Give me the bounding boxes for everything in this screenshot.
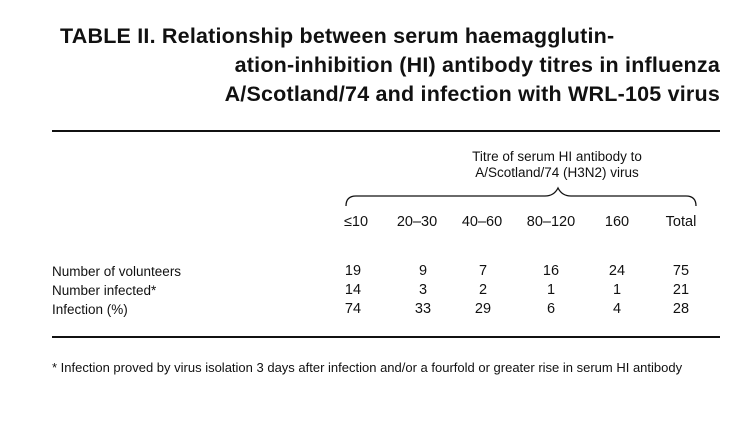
title-line-2: ation-inhibition (HI) antibody titres in… [234, 53, 720, 77]
column-spanner-heading: Titre of serum HI antibody to A/Scotland… [430, 149, 684, 181]
cell-infected-20-30: 3 [418, 282, 428, 298]
column-header-40-60: 40–60 [461, 214, 503, 230]
column-header-80-120: 80–120 [526, 214, 576, 230]
cell-volunteers-80-120: 16 [542, 263, 560, 279]
cell-volunteers-total: 75 [672, 263, 690, 279]
cell-infected-160: 1 [612, 282, 622, 298]
column-header-total: Total [665, 214, 697, 230]
row-label-infected: Number infected* [52, 283, 157, 298]
row-label-volunteers: Number of volunteers [52, 264, 182, 279]
table-title: TABLE II. Relationship between serum hae… [60, 22, 720, 109]
cell-infection-percent-80-120: 6 [546, 301, 556, 317]
cell-volunteers-160: 24 [608, 263, 626, 279]
title-line-1: TABLE II. Relationship between serum hae… [60, 24, 615, 48]
table-footnote: * Infection proved by virus isolation 3 … [52, 360, 683, 375]
table-bottom-rule [52, 336, 720, 338]
spanner-line-1: Titre of serum HI antibody to [472, 149, 642, 164]
cell-infection-percent-20-30: 33 [414, 301, 432, 317]
cell-infection-percent-40-60: 29 [474, 301, 492, 317]
cell-volunteers-40-60: 7 [478, 263, 488, 279]
cell-infected-80-120: 1 [546, 282, 556, 298]
cell-infection-percent-total: 28 [672, 301, 690, 317]
cell-infection-percent-160: 4 [612, 301, 622, 317]
cell-infected-le10: 14 [344, 282, 362, 298]
row-label-infection-percent: Infection (%) [52, 302, 128, 317]
column-header-20-30: 20–30 [396, 214, 438, 230]
cell-infection-percent-le10: 74 [344, 301, 362, 317]
table-top-rule [52, 130, 720, 132]
title-line-3: A/Scotland/74 and infection with WRL-105… [224, 82, 720, 106]
spanner-line-2: A/Scotland/74 (H3N2) virus [475, 165, 639, 180]
cell-infected-total: 21 [672, 282, 690, 298]
column-header-le10: ≤10 [343, 214, 369, 230]
column-header-160: 160 [604, 214, 630, 230]
cell-volunteers-20-30: 9 [418, 263, 428, 279]
cell-infected-40-60: 2 [478, 282, 488, 298]
cell-volunteers-le10: 19 [344, 263, 362, 279]
